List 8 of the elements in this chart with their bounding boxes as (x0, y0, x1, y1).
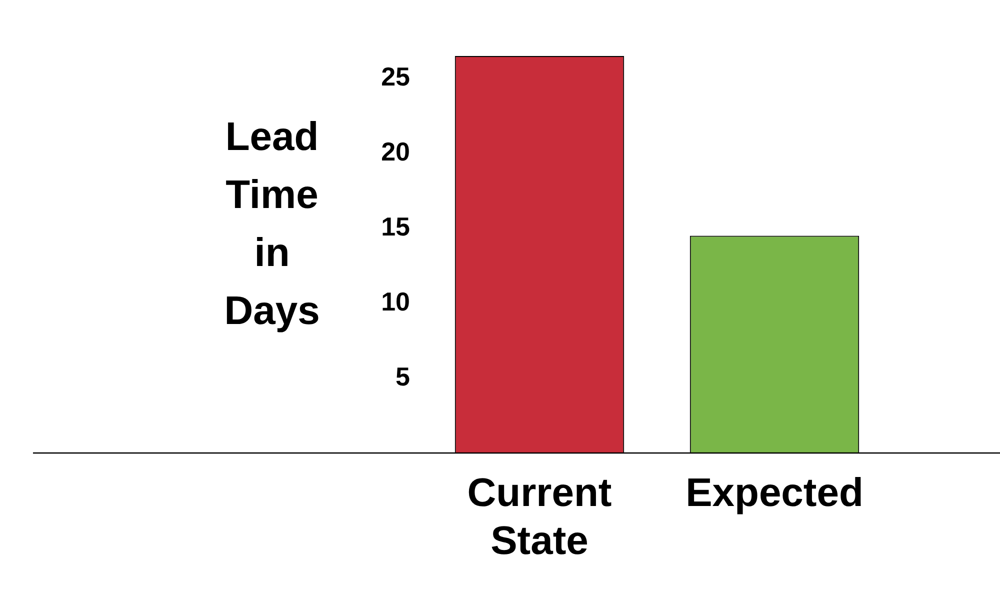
y-tick-label: 10 (381, 286, 410, 316)
x-tick-label: Expected (686, 471, 864, 516)
y-tick-label: 20 (381, 136, 410, 167)
y-axis-title: Lead Time in Days (223, 114, 321, 335)
y-tick-label: 15 (381, 211, 410, 242)
x-tick-label: Current State (467, 471, 612, 564)
y-tick-label: 25 (381, 62, 410, 92)
y-tick-label: 5 (396, 361, 410, 392)
